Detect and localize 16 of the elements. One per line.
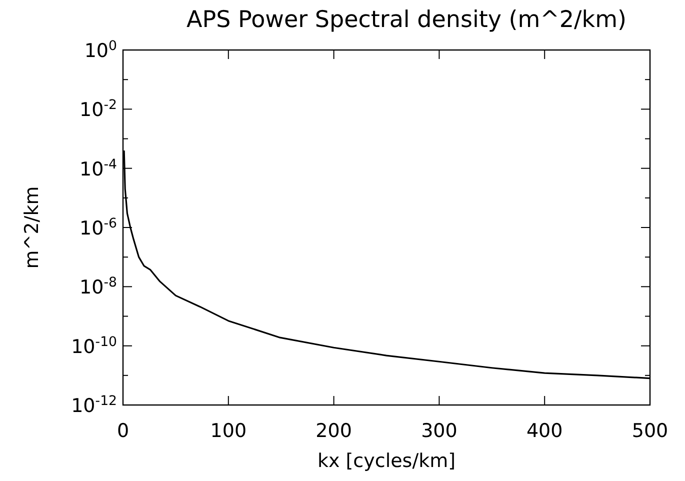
y-tick-label: 10$^{-10}$ bbox=[71, 334, 117, 358]
y-tick-label: 10$^{-12}$ bbox=[71, 394, 117, 417]
x-tick-label: 500 bbox=[632, 420, 668, 442]
x-axis-title: kx [cycles/km] bbox=[317, 450, 456, 472]
y-tick-label: 10$^{-8}$ bbox=[80, 275, 117, 299]
x-tick-label: 400 bbox=[526, 420, 563, 442]
x-tick-label: 300 bbox=[421, 420, 458, 442]
y-tick-label: 10$^{-6}$ bbox=[80, 216, 117, 240]
y-tick-label: 10$^{-2}$ bbox=[80, 98, 117, 122]
x-tick-label: 200 bbox=[316, 420, 352, 442]
y-axis-title: m^2/km bbox=[21, 186, 43, 269]
x-tick-label: 100 bbox=[210, 420, 247, 442]
chart-title: APS Power Spectral density (m^2/km) bbox=[186, 7, 626, 33]
x-tick-label: 0 bbox=[116, 420, 130, 442]
y-tick-label: 10$^{-4}$ bbox=[80, 156, 117, 180]
y-tick-label: 10$^{0}$ bbox=[84, 38, 117, 62]
